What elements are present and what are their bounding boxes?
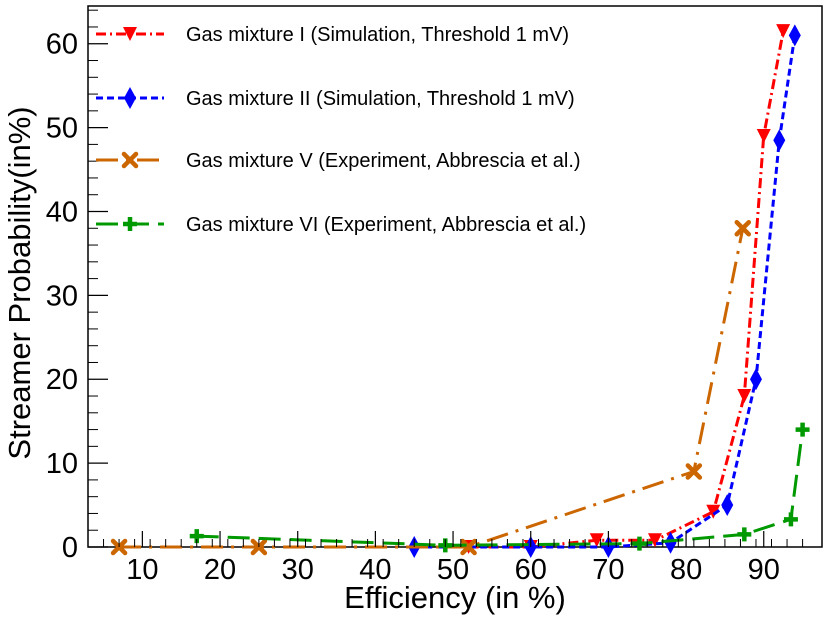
x-tick-label: 60: [515, 554, 547, 586]
series-line: [468, 30, 785, 549]
y-tick-label: 40: [46, 196, 78, 228]
data-point: [783, 512, 798, 527]
series-line: [196, 429, 805, 547]
series-4: [189, 422, 810, 553]
axis-ticks: 10 20 30 40 50 60 70 80 90 0 10 20 30 40 50 60: [46, 9, 804, 586]
legend-label: Gas mixture VI (Experiment, Abbrescia et…: [186, 214, 586, 236]
legend-item-2: Gas mixture II (Simulation, Threshold 1 …: [96, 87, 575, 110]
legend-label: Gas mixture I (Simulation, Threshold 1 m…: [186, 24, 569, 46]
y-tick-label: 60: [46, 29, 78, 61]
legend-label: Gas mixture V (Experiment, Abbrescia et …: [186, 150, 581, 172]
data-point: [664, 531, 677, 554]
data-point: [756, 129, 771, 144]
legend-swatch-marker: [121, 151, 139, 169]
data-point: [737, 389, 752, 404]
x-tick-label: 40: [359, 554, 391, 586]
legend-item-3: Gas mixture V (Experiment, Abbrescia et …: [96, 150, 581, 172]
y-tick-label: 10: [46, 448, 78, 480]
data-point: [773, 129, 786, 152]
y-tick-label: 0: [62, 532, 78, 564]
data-point: [737, 527, 752, 542]
y-tick-label: 50: [46, 113, 78, 145]
y-tick-label: 30: [46, 280, 78, 312]
data-point: [648, 533, 663, 548]
x-tick-label: 90: [748, 554, 780, 586]
x-tick-label: 20: [204, 554, 236, 586]
legend-swatch-marker: [124, 87, 136, 109]
legend: Gas mixture I (Simulation, Threshold 1 m…: [96, 24, 586, 236]
x-tick-label: 80: [670, 554, 702, 586]
x-tick-label: 50: [437, 554, 469, 586]
x-axis-title: Efficiency (in %): [344, 580, 566, 615]
data-point: [632, 536, 647, 551]
data-point: [749, 368, 762, 391]
series-line: [414, 35, 797, 549]
y-axis-title: Streamer Probability(in%): [2, 106, 37, 459]
x-tick-label: 30: [282, 554, 314, 586]
legend-swatch-marker: [123, 27, 137, 41]
series-3: [110, 220, 752, 556]
x-tick-label: 70: [592, 554, 624, 586]
data-point: [788, 24, 801, 47]
legend-swatch-marker: [123, 217, 137, 231]
legend-item-1: Gas mixture I (Simulation, Threshold 1 m…: [96, 24, 569, 46]
data-point: [460, 538, 477, 556]
data-point: [721, 494, 734, 517]
data-point: [776, 24, 791, 39]
data-point: [685, 463, 703, 480]
data-point: [795, 422, 810, 437]
data-point: [589, 533, 604, 548]
x-tick-label: 10: [126, 554, 158, 586]
series-line: [119, 228, 745, 549]
legend-label: Gas mixture II (Simulation, Threshold 1 …: [186, 88, 575, 110]
data-point: [706, 504, 721, 519]
y-tick-label: 20: [46, 364, 78, 396]
data-point: [734, 220, 752, 237]
legend-item-4: Gas mixture VI (Experiment, Abbrescia et…: [96, 214, 586, 236]
